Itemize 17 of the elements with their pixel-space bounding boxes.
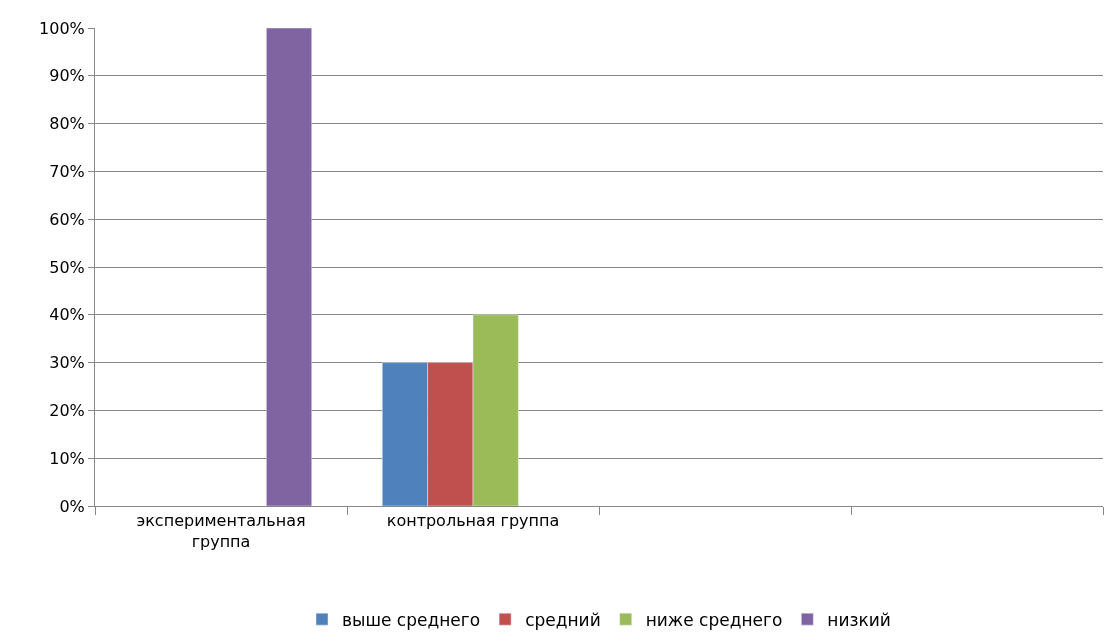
y-tick-label: 10%: [49, 448, 85, 468]
y-tick-label: 60%: [49, 209, 85, 229]
x-tick-label: контрольная группа: [386, 511, 560, 531]
y-tick-label: 100%: [39, 18, 85, 38]
y-tick-label: 0%: [59, 496, 85, 516]
y-tick-label: 50%: [49, 257, 85, 277]
y-tick-label: 30%: [49, 353, 85, 373]
y-tick-label: 80%: [49, 114, 85, 134]
legend-label: ниже среднего: [645, 609, 783, 630]
y-tick-label: 70%: [49, 162, 85, 181]
legend-label: средний: [525, 609, 601, 630]
legend-label: низкий: [827, 609, 891, 630]
x-tick-label: экспериментальная группа: [136, 511, 306, 551]
legend-label: выше среднего: [342, 609, 481, 630]
y-tick-label: 90%: [49, 66, 85, 86]
y-tick-label: 40%: [49, 305, 85, 325]
y-tick-label: 20%: [49, 401, 85, 420]
